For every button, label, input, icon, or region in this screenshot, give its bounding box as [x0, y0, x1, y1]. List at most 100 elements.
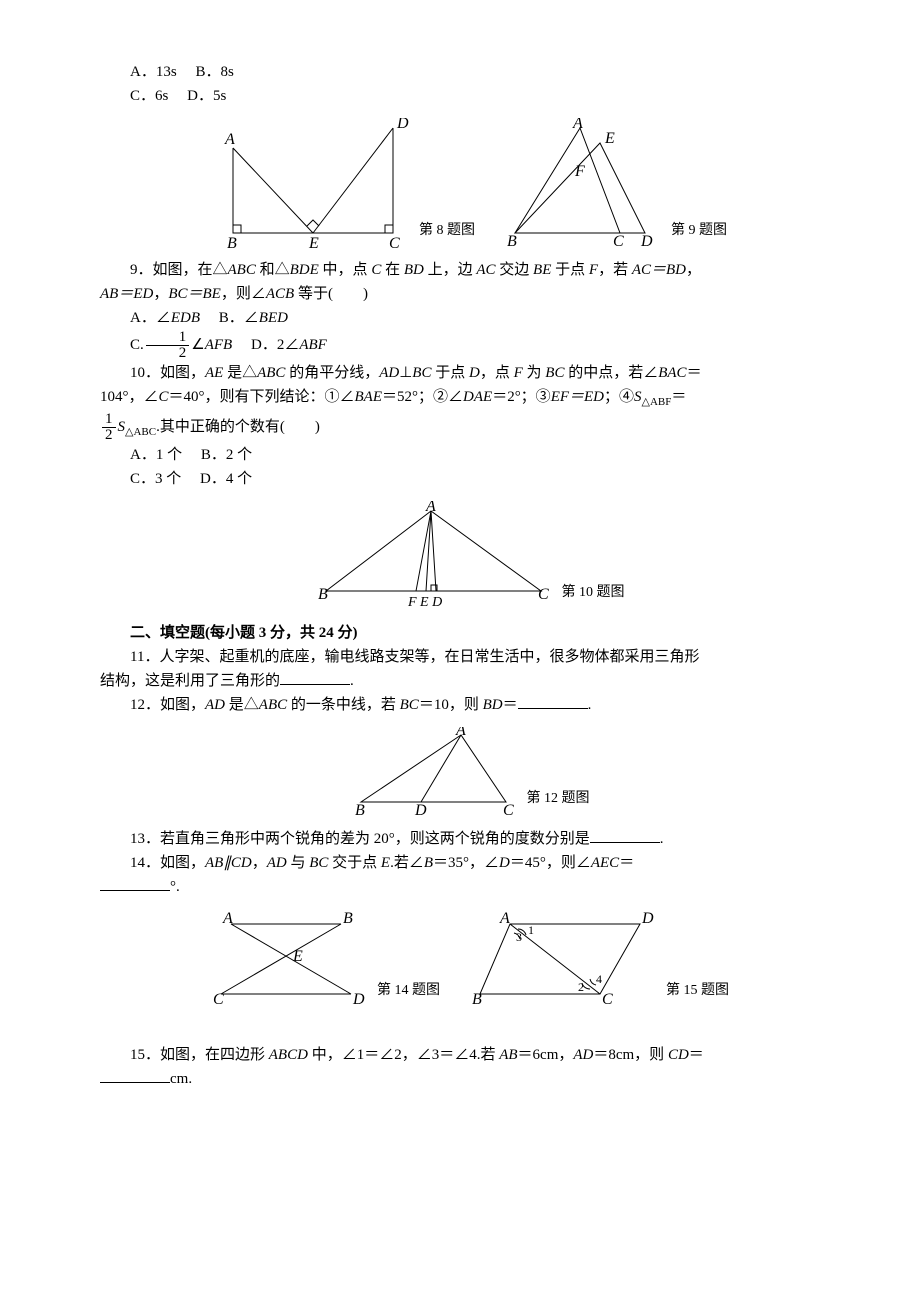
- q11-blank: [280, 669, 350, 685]
- q9-s14: ，若: [598, 262, 632, 278]
- q9-t7: BD: [404, 262, 424, 278]
- q10-l2b: ＝40°，则有下列结论：①∠: [169, 389, 355, 405]
- q10-t10: BAE: [355, 389, 383, 405]
- q10-l2c: ＝52°；②∠: [382, 389, 463, 405]
- q10-optD: D．4 个: [200, 471, 252, 487]
- q8-optA: A．13s: [130, 64, 177, 80]
- q9-t3: BDE: [290, 262, 319, 278]
- q10-optB: B．2 个: [201, 447, 252, 463]
- svg-text:F: F: [574, 163, 585, 180]
- svg-text:B: B: [227, 235, 237, 248]
- q14-t7: AEC: [591, 855, 619, 871]
- q10-t3: AD: [379, 365, 399, 381]
- q9-s20: ，则∠: [221, 286, 266, 302]
- q10-l2f: ＝: [671, 389, 686, 405]
- fig9-svg: A E F B C D: [505, 118, 665, 248]
- svg-text:D: D: [396, 118, 409, 132]
- fig12-svg: A B D C: [351, 727, 521, 817]
- q14-p5: .若∠: [390, 855, 424, 871]
- q10-t2: ABC: [257, 365, 285, 381]
- q10-t4: BC: [412, 365, 431, 381]
- q15-p4: ＝8cm，则: [593, 1047, 668, 1063]
- q10-t14: S: [118, 419, 126, 435]
- q9-t21: ACB: [266, 286, 294, 302]
- fig9-label: 第 9 题图: [671, 220, 727, 248]
- svg-text:B: B: [355, 802, 365, 817]
- q9-optD-pre: D．2∠: [251, 337, 299, 353]
- q9-s12: 于点: [551, 262, 589, 278]
- q14-t1: AB∥CD: [205, 855, 252, 871]
- svg-text:F E D: F E D: [407, 595, 442, 610]
- svg-text:B: B: [343, 910, 353, 927]
- q12-blank: [518, 693, 588, 709]
- q9-s2: 和△: [256, 262, 290, 278]
- q10-optA: A．1 个: [130, 447, 182, 463]
- q15-p1: 15．如图，在四边形: [130, 1047, 269, 1063]
- q11-p3: .: [350, 673, 354, 689]
- svg-text:A: A: [572, 118, 583, 132]
- q10-p8: 的中点，若∠: [564, 365, 658, 381]
- q9-t15: AC＝BD: [632, 262, 686, 278]
- q9-optA-pre: A．∠: [130, 310, 171, 326]
- q9-s18: ，: [153, 286, 168, 302]
- svg-text:1: 1: [528, 923, 534, 937]
- q10-p3: 的角平分线，: [285, 365, 379, 381]
- q10-sub1: △ABF: [642, 396, 672, 408]
- q10-t13: S: [634, 389, 642, 405]
- svg-text:E: E: [292, 948, 303, 965]
- q10-line2: 104°，∠C＝40°，则有下列结论：①∠BAE＝52°；②∠DAE＝2°；③E…: [100, 385, 840, 412]
- q10-t11: DAE: [463, 389, 492, 405]
- q9-t17: AB＝ED: [100, 286, 153, 302]
- q14-p2: ，: [252, 855, 267, 871]
- svg-text:B: B: [472, 991, 482, 1008]
- q9-s4: 中，点: [319, 262, 372, 278]
- q12-p4: ＝10，则: [419, 697, 483, 713]
- svg-text:D: D: [640, 233, 653, 248]
- q9-s: 9．如图，在△: [130, 262, 228, 278]
- q10-p5: 于点: [431, 365, 469, 381]
- fig-row-14-15: A B C D E 第 14 题图 A D B C 1 3 2 4 第 15 题…: [100, 909, 840, 1009]
- q10-fd: 2: [102, 428, 116, 443]
- q10-t6: F: [514, 365, 523, 381]
- q13-blank: [590, 827, 660, 843]
- svg-text:A: A: [425, 501, 436, 515]
- q10-p9: ＝: [687, 365, 702, 381]
- q12-p3: 的一条中线，若: [287, 697, 400, 713]
- q9-optCD: C.12∠AFB D．2∠ABF: [100, 330, 840, 361]
- svg-text:D: D: [414, 802, 427, 817]
- q15-p5: ＝: [689, 1047, 704, 1063]
- q15-p3: ＝6cm，: [518, 1047, 574, 1063]
- q14-p1: 14．如图，: [130, 855, 205, 871]
- q10-p4: ⊥: [399, 365, 412, 381]
- svg-text:A: A: [499, 910, 510, 927]
- q14-blank: [100, 875, 170, 891]
- q10-l2a: 104°，∠: [100, 389, 159, 405]
- svg-text:A: A: [455, 727, 466, 739]
- fig10-item: A B C F E D 第 10 题图: [316, 501, 625, 611]
- q8-options-line2: C．6s D．5s: [100, 84, 840, 108]
- q10-optC: C．3 个: [130, 471, 181, 487]
- q8-options-line1: A．13s B．8s: [100, 60, 840, 84]
- q12-t4: BD: [483, 697, 503, 713]
- q9-s8: 上，边: [424, 262, 477, 278]
- q9-optB: BED: [259, 310, 288, 326]
- q8-optC: C．6s: [130, 88, 168, 104]
- svg-text:C: C: [613, 233, 624, 248]
- fig12-item: A B D C 第 12 题图: [351, 727, 590, 817]
- q9-t1: ABC: [228, 262, 256, 278]
- q10-p6: ，点: [480, 365, 514, 381]
- q14-t5: B: [424, 855, 433, 871]
- fig-row-8-9: A B E C D 第 8 题图 A E F B C D 第 9 题图: [100, 118, 840, 248]
- q10-optCD: C．3 个 D．4 个: [100, 467, 840, 491]
- svg-text:C: C: [503, 802, 514, 817]
- q8-optD: D．5s: [187, 88, 226, 104]
- fig9-item: A E F B C D 第 9 题图: [505, 118, 727, 248]
- q9-optD: ABF: [299, 337, 327, 353]
- svg-text:A: A: [224, 131, 235, 148]
- q14-line1: 14．如图，AB∥CD，AD 与 BC 交于点 E.若∠B＝35°，∠D＝45°…: [100, 851, 840, 875]
- q9-optAB: A．∠EDB B．∠BED: [100, 306, 840, 330]
- q15-t2: AB: [499, 1047, 517, 1063]
- q15-t4: CD: [668, 1047, 689, 1063]
- q12-p1: 12．如图，: [130, 697, 205, 713]
- fig14-svg: A B C D E: [211, 909, 371, 1009]
